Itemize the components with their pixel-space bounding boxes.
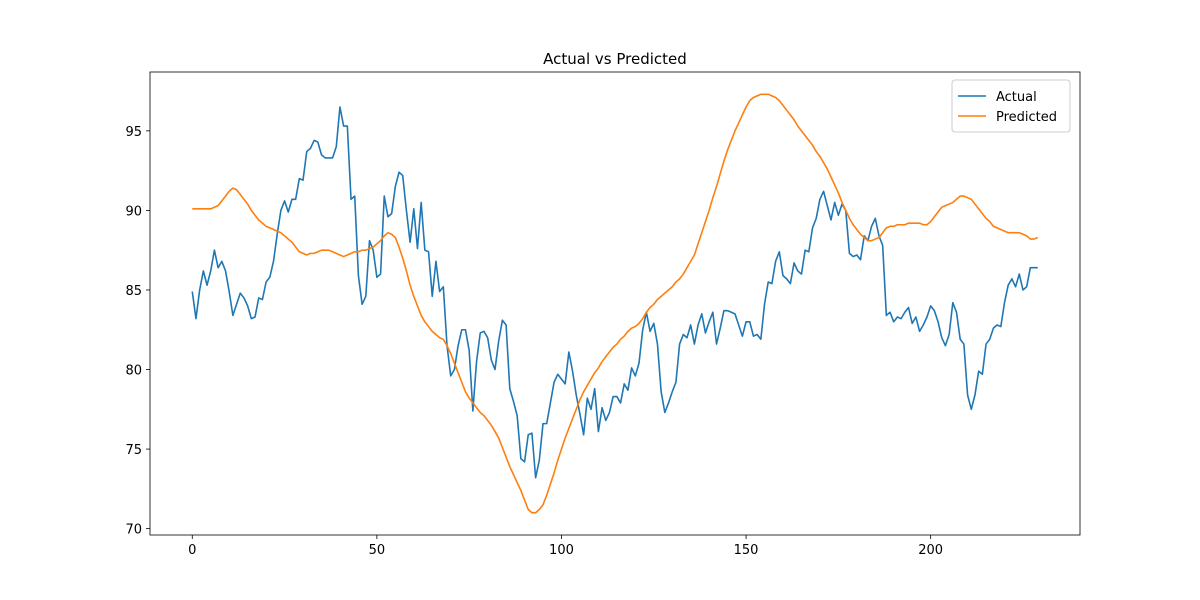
plot-frame (149, 71, 1081, 536)
chart-title: Actual vs Predicted (543, 50, 687, 68)
x-tick-label: 150 (734, 543, 759, 558)
y-tick-label: 85 (125, 284, 142, 299)
legend-label: Predicted (996, 110, 1057, 125)
x-tick-label: 0 (188, 543, 196, 558)
legend-box (951, 79, 1071, 133)
y-tick-label: 80 (125, 364, 142, 379)
legend-label: Actual (996, 90, 1037, 105)
x-tick-label: 200 (918, 543, 943, 558)
line-series (192, 93, 1039, 514)
y-tick-label: 75 (125, 443, 142, 458)
x-tick-label: 50 (369, 543, 386, 558)
y-tick-label: 95 (125, 125, 142, 140)
legend: Actual Predicted (951, 79, 1071, 133)
y-tick-label: 70 (125, 523, 142, 538)
line-series (191, 106, 1038, 479)
y-tick-label: 90 (125, 204, 142, 219)
x-tick-label: 100 (549, 543, 574, 558)
